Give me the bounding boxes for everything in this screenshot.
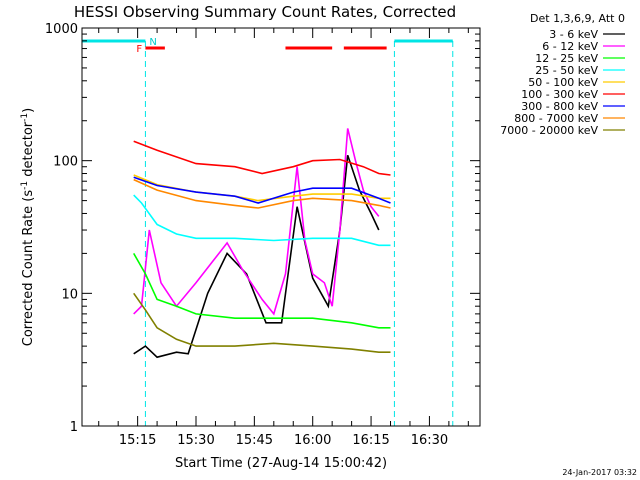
x-tick-label: 15:15 xyxy=(119,433,156,448)
legend-entry-label: 6 - 12 keV xyxy=(542,40,598,53)
flag-label-n: N xyxy=(149,37,156,48)
series-line-3 xyxy=(133,253,391,329)
legend-entry-label: 800 - 7000 keV xyxy=(514,112,598,125)
legend-entry-label: 7000 - 20000 keV xyxy=(500,124,598,137)
y-tick-label: 10 xyxy=(61,287,78,302)
timestamp: 24-Jan-2017 03:32 xyxy=(562,468,637,477)
legend-header: Det 1,3,6,9, Att 0 xyxy=(530,12,625,25)
y-axis-label: Corrected Count Rate (s-1 detector-1) xyxy=(20,108,36,346)
legend-entry-label: 300 - 800 keV xyxy=(521,100,598,113)
y-tick-label: 1000 xyxy=(45,22,78,37)
chart-title: HESSI Observing Summary Count Rates, Cor… xyxy=(74,3,456,21)
series-line-2 xyxy=(133,128,380,316)
series-line-8 xyxy=(133,178,391,209)
legend-entry-label: 3 - 6 keV xyxy=(549,28,598,41)
series-line-7 xyxy=(133,176,391,204)
plot-area: FN xyxy=(82,37,454,426)
series-line-9 xyxy=(133,292,391,354)
y-tick-label: 1 xyxy=(70,420,78,435)
legend-entry-label: 50 - 100 keV xyxy=(528,76,598,89)
x-axis-label: Start Time (27-Aug-14 15:00:42) xyxy=(175,456,387,471)
legend-entry-label: 25 - 50 keV xyxy=(535,64,598,77)
legend-entry-label: 100 - 300 keV xyxy=(521,88,598,101)
series-line-4 xyxy=(133,194,391,247)
axes: 1 10 100 1000 15:15 15:30 15:45 16:00 16:15 16:30 xyxy=(45,22,480,448)
y-tick-label: 100 xyxy=(53,155,78,170)
x-tick-label: 15:45 xyxy=(236,433,273,448)
flag-label-f: F xyxy=(136,44,142,55)
x-tick-label: 16:00 xyxy=(294,433,331,448)
x-tick-label: 16:30 xyxy=(411,433,448,448)
x-tick-label: 16:15 xyxy=(352,433,389,448)
series-line-1 xyxy=(133,154,380,359)
series-line-6 xyxy=(133,140,391,176)
legend-entry-label: 12 - 25 keV xyxy=(535,52,598,65)
plot-frame xyxy=(81,27,481,427)
x-tick-label: 15:30 xyxy=(177,433,214,448)
